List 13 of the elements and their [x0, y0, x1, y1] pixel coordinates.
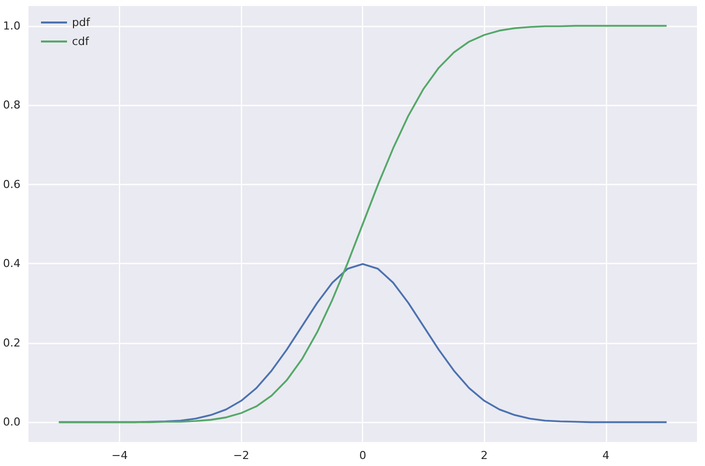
y-tick-label: 1.0 [2, 19, 20, 32]
legend-label: cdf [72, 35, 90, 48]
x-tick-label: 2 [480, 449, 488, 462]
y-tick-label: 0.0 [2, 416, 20, 429]
x-tick-label: 4 [602, 449, 610, 462]
legend-label: pdf [72, 16, 91, 29]
y-tick-label: 0.4 [2, 257, 20, 270]
y-tick-label: 0.2 [2, 336, 20, 350]
x-tick-label: 0 [359, 449, 366, 462]
x-tick-label: −2 [233, 449, 250, 462]
y-tick-label: 0.8 [2, 98, 20, 112]
y-tick-label: 0.6 [2, 178, 20, 191]
x-tick-label: −4 [112, 449, 128, 462]
